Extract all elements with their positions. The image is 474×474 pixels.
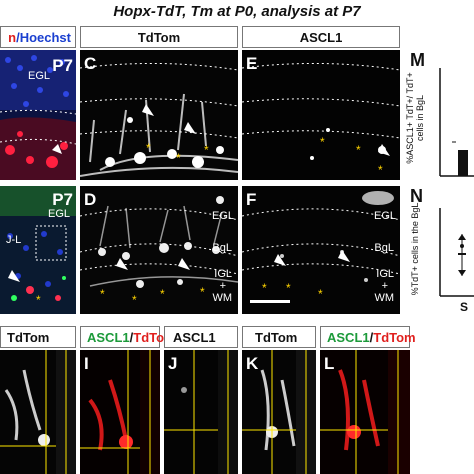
panel-c: * * * C [80,50,238,180]
panel-mid-left-age: P7 [52,190,73,209]
region-label-plus: + [219,280,226,292]
chart-n: N %TdT+ cells in the BgL S [404,186,474,314]
panel-f-image: * * * [242,186,400,314]
svg-text:*: * [378,163,383,177]
panel-j: J [164,350,238,474]
label-separator: / [129,330,134,345]
panel-h [0,350,76,474]
panel-e-letter: E [246,54,258,73]
panel-c-letter: C [84,54,97,73]
figure-title: Hopx-TdT, Tm at P0, analysis at P7 [113,3,361,20]
panel-k: K [242,350,316,474]
region-label-igl: IGL [214,268,232,280]
panel-f-letter: F [246,190,257,209]
svg-text:*: * [200,285,205,299]
panel-i: I [80,350,160,474]
panel-l-letter: L [324,354,335,373]
svg-text:*: * [146,141,151,155]
svg-text:*: * [132,293,137,307]
panel-k-image [242,350,316,474]
svg-text:*: * [320,135,325,149]
left-column-header: n/Hoechst [0,26,76,48]
panel-d-letter: D [84,190,97,209]
panel-d: * * * * D EGL BgL IGL + WM [80,186,238,314]
chart-m-letter: M [410,50,425,70]
svg-text:*: * [204,143,209,157]
region-label-bgl: BgL [374,242,394,254]
panel-j-letter: J [168,354,178,373]
region-label-egl: EGL [28,70,51,82]
panel-h-image [0,350,76,474]
panel-c-image: * * * [80,50,238,180]
panel-j-image [164,350,238,474]
column-header-ascl1: ASCL1 [242,26,400,48]
region-label-egl: EGL [211,210,234,222]
region-label-wm: WM [212,292,232,304]
label-separator: / [369,330,374,345]
svg-text:*: * [176,151,181,165]
panel-mid-left-image: * [0,186,76,314]
svg-text:*: * [160,287,165,301]
chart-m-axes [439,68,474,177]
panel-top-left-image [0,50,76,180]
svg-text:*: * [36,293,41,307]
chart-n-letter: N [410,186,423,206]
region-label-plus: + [381,280,388,292]
bottom-label-k: TdTom [242,326,316,348]
chart-m-ylabel: %ASCL1+ TdT+/ TdT+ cells in BgL [405,72,425,164]
label-green-part: ASCL1 [87,330,130,345]
panel-mid-left: * P7 J-L EGL [0,186,76,314]
label-red-part: TdTom [373,330,416,345]
svg-text:*: * [262,281,267,295]
panel-k-letter: K [246,354,259,373]
region-label-wm: WM [374,292,394,304]
bottom-label-l: ASCL1/TdTom [320,326,416,348]
panel-l: L [320,350,410,474]
region-label-egl: EGL [373,210,396,222]
region-label-egl: EGL [48,208,71,220]
region-label-j-l: J-L [6,234,22,246]
bottom-label-j: ASCL1 [164,326,238,348]
panel-e-image: * * * [242,50,400,180]
column-header-tdtom: TdTom [80,26,238,48]
panel-f: * * * F EGL BgL IGL + WM [242,186,400,314]
bottom-label-h: TdTom [0,326,76,348]
chart-n-axes [439,208,474,297]
svg-text:*: * [286,281,291,295]
chart-n-ylabel: %TdT+ cells in the BgL [410,202,420,296]
panel-top-left: P7 EGL [0,50,76,180]
bottom-label-i: ASCL1/TdTom [80,326,176,348]
panel-e: * * * E [242,50,400,180]
svg-text:*: * [356,143,361,157]
svg-text:*: * [100,287,105,301]
panel-l-image [320,350,410,474]
header-blue-part: /Hoechst [16,30,71,45]
panel-top-left-age: P7 [52,56,73,75]
region-label-bgl: BgL [212,242,232,254]
region-label-igl: IGL [376,268,394,280]
header-red-part: n [8,30,17,45]
svg-text:*: * [318,287,323,301]
chart-n-xtick: S [460,300,469,314]
panel-i-letter: I [84,354,89,373]
panel-i-image [80,350,160,474]
panel-d-image: * * * * [80,186,238,314]
chart-m: M %ASCL1+ TdT+/ TdT+ cells in BgL [404,50,474,180]
label-green-part: ASCL1 [327,330,370,345]
